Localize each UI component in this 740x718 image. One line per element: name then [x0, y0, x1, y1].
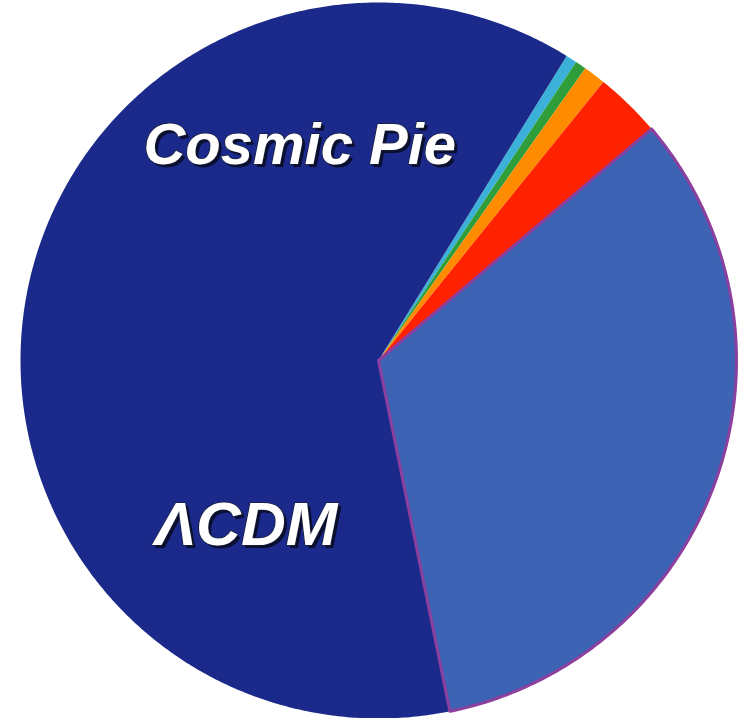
- svg-text:ΛCDM: ΛCDM: [152, 489, 339, 558]
- svg-text:Cosmic Pie: Cosmic Pie: [143, 111, 456, 176]
